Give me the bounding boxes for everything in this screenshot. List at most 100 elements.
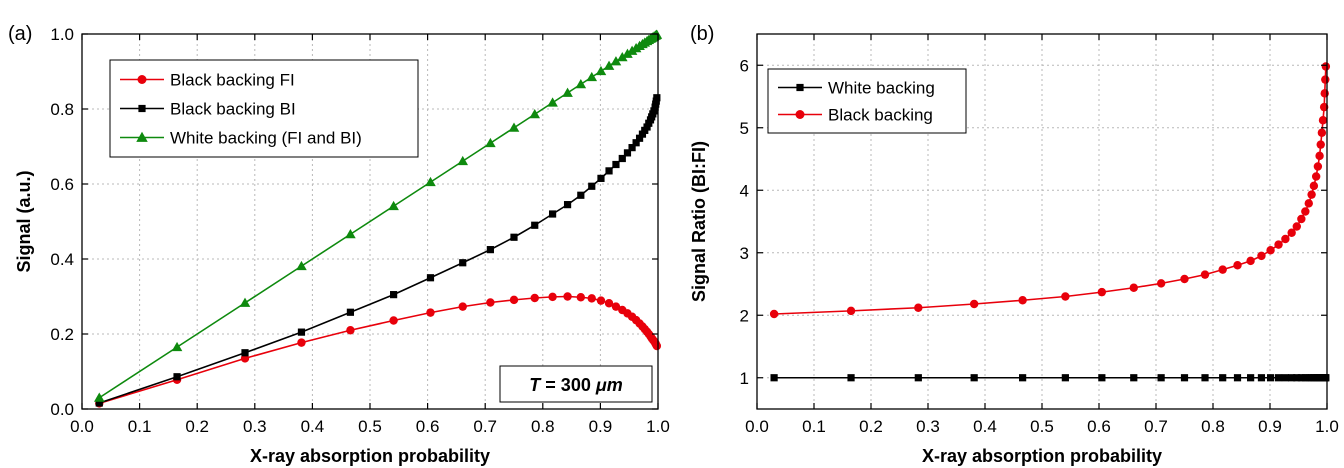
data-point: [1257, 374, 1266, 382]
x-tick-label: 0.6: [1087, 417, 1111, 436]
y-tick-label: 6: [740, 56, 749, 75]
data-point: [1156, 279, 1166, 288]
data-point: [1309, 181, 1319, 191]
data-point: [1313, 162, 1323, 171]
data-point: [1281, 374, 1289, 382]
x-tick-label: 0.6: [416, 417, 440, 436]
data-point: [346, 326, 355, 335]
data-point: [1233, 261, 1242, 270]
data-point: [632, 139, 640, 147]
data-point: [610, 56, 622, 66]
y-tick-label: 0.4: [50, 250, 74, 269]
data-point: [93, 392, 105, 402]
data-point: [346, 308, 355, 316]
data-point: [1180, 374, 1189, 382]
x-tick-label: 0.4: [973, 417, 997, 436]
data-point: [563, 292, 572, 301]
data-point: [618, 154, 626, 163]
data-point: [1321, 62, 1331, 71]
x-tick-label: 0.0: [745, 417, 769, 436]
data-point: [1316, 140, 1325, 149]
data-point: [622, 48, 633, 58]
data-point: [1304, 199, 1313, 208]
data-point: [390, 291, 398, 299]
data-point: [1321, 75, 1330, 84]
x-tick-label: 0.7: [473, 417, 497, 436]
data-point: [1218, 265, 1227, 274]
data-point: [510, 233, 518, 241]
legend-marker: [796, 83, 804, 92]
data-point: [1246, 256, 1255, 266]
data-point: [1157, 374, 1165, 382]
data-point: [1180, 274, 1189, 284]
data-point: [604, 299, 614, 308]
x-tick-label: 0.5: [358, 417, 382, 436]
x-tick-label: 0.0: [70, 417, 94, 436]
data-point: [597, 174, 605, 182]
legend-marker: [137, 75, 147, 84]
data-point: [389, 316, 398, 325]
data-point: [1201, 374, 1209, 382]
data-point: [1288, 374, 1296, 382]
data-point: [638, 130, 647, 138]
data-point: [1281, 234, 1290, 244]
data-point: [1307, 190, 1316, 199]
data-point: [970, 374, 978, 382]
data-point: [1274, 374, 1283, 382]
data-point: [297, 338, 306, 347]
data-point: [628, 144, 636, 152]
y-axis-title: Signal Ratio (BI:FI): [689, 141, 709, 302]
data-point: [1287, 228, 1296, 237]
data-point: [914, 374, 922, 382]
data-point: [388, 200, 399, 211]
data-point: [1297, 214, 1306, 224]
data-point: [1297, 374, 1305, 382]
legend-marker: [795, 110, 805, 119]
data-point: [847, 374, 855, 382]
data-point: [1319, 102, 1329, 112]
x-axis-title: X-ray absorption probability: [250, 446, 490, 466]
data-point: [635, 134, 644, 142]
thickness-annotation: T = 300 μm: [529, 375, 622, 395]
x-tick-label: 0.9: [1258, 417, 1282, 436]
data-point: [1301, 207, 1310, 216]
data-point: [1266, 246, 1275, 255]
y-tick-label: 0.6: [50, 175, 74, 194]
data-point: [595, 65, 607, 76]
data-point: [95, 399, 103, 407]
x-tick-label: 0.1: [802, 417, 826, 436]
data-point: [1274, 240, 1283, 249]
x-axis-title: X-ray absorption probability: [922, 446, 1162, 466]
data-point: [1266, 374, 1275, 382]
data-point: [486, 246, 494, 254]
data-point: [769, 309, 779, 319]
x-tick-label: 0.5: [1030, 417, 1054, 436]
legend-entry: White backing: [828, 79, 935, 98]
data-point: [1315, 151, 1324, 161]
y-tick-label: 0.0: [50, 400, 74, 419]
data-point: [1219, 374, 1227, 382]
data-point: [296, 260, 307, 271]
data-point: [486, 298, 495, 307]
annotation-box: [499, 365, 653, 403]
data-point: [1247, 374, 1255, 382]
legend-marker: [138, 104, 146, 113]
data-point: [1129, 283, 1138, 292]
x-tick-label: 0.8: [1201, 417, 1225, 436]
data-point: [1233, 374, 1242, 382]
x-tick-label: 0.4: [301, 417, 325, 436]
data-point: [547, 97, 558, 107]
data-point: [596, 296, 606, 305]
legend-box: [767, 68, 967, 134]
y-tick-label: 2: [740, 306, 749, 325]
y-tick-label: 4: [740, 181, 749, 200]
x-tick-label: 0.8: [531, 417, 555, 436]
data-point: [297, 328, 306, 336]
data-point: [1130, 374, 1138, 382]
data-point: [241, 349, 249, 357]
data-point: [969, 299, 979, 309]
data-point: [611, 302, 621, 311]
x-tick-label: 0.7: [1144, 417, 1168, 436]
